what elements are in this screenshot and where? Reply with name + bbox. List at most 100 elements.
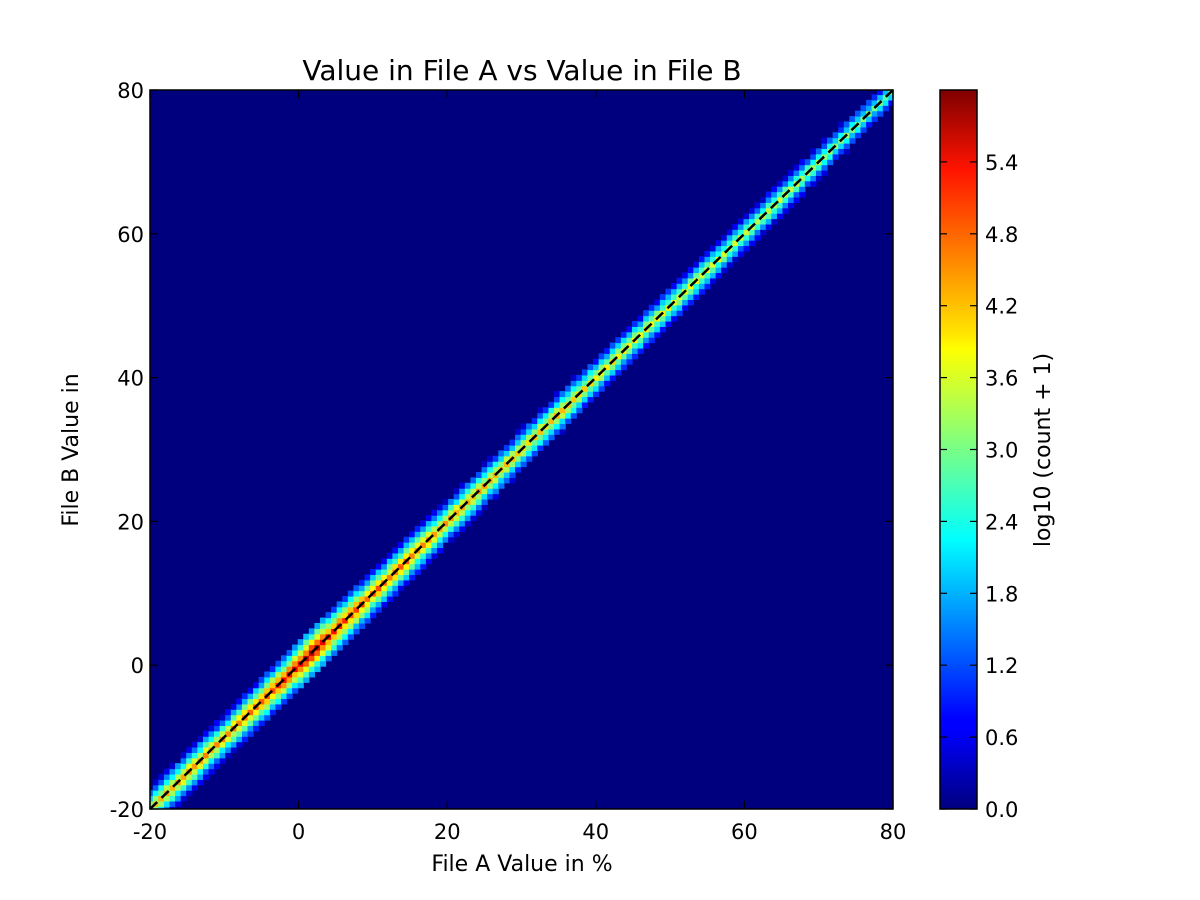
heatmap-cell (515, 428, 522, 435)
heatmap-cell (704, 256, 711, 263)
heatmap-cell (286, 655, 293, 662)
heatmap-cell (208, 757, 215, 764)
heatmap-cell (286, 687, 293, 694)
heatmap-cell (849, 137, 856, 144)
heatmap-cell (481, 488, 488, 495)
heatmap-cell (676, 277, 683, 284)
heatmap-cell (804, 175, 811, 182)
heatmap-cell (687, 267, 694, 274)
heatmap-cell (481, 493, 488, 500)
heatmap-cell (152, 779, 159, 786)
heatmap-cell (788, 180, 795, 187)
heatmap-cell (793, 169, 800, 176)
heatmap-cell (682, 299, 689, 306)
heatmap-cell (593, 369, 600, 376)
heatmap-cell (576, 401, 583, 408)
heatmap-cell (325, 628, 332, 635)
heatmap-cell (498, 482, 505, 489)
heatmap-cell (475, 493, 483, 500)
heatmap-cell (765, 213, 772, 220)
heatmap-cell (715, 267, 722, 274)
heatmap-cell (425, 547, 433, 554)
heatmap-cell (715, 261, 722, 268)
heatmap-cell (788, 186, 795, 193)
heatmap-cell (827, 137, 834, 144)
heatmap-cell (297, 649, 304, 656)
heatmap-cell (150, 795, 154, 802)
heatmap-cell (659, 294, 667, 301)
heatmap-cell (754, 218, 761, 225)
heatmap-cell (832, 132, 839, 139)
heatmap-cell (442, 498, 449, 505)
heatmap-cell (303, 676, 310, 683)
heatmap-cell (866, 116, 873, 123)
heatmap-cell (425, 531, 433, 538)
heatmap-cell (163, 768, 171, 775)
heatmap-cell (150, 800, 154, 807)
heatmap-cell (431, 536, 438, 543)
heatmap-cell (336, 601, 343, 608)
heatmap-cell (487, 488, 494, 495)
heatmap-cell (475, 482, 483, 489)
heatmap-cell (526, 434, 533, 441)
heatmap-cell (715, 250, 722, 257)
heatmap-cell (710, 277, 717, 284)
plot-frame (149, 89, 894, 810)
heatmap-cell (336, 617, 343, 624)
heatmap-cell (319, 644, 327, 651)
heatmap-cell (230, 741, 237, 748)
heatmap-cell (197, 746, 204, 753)
heatmap-cell (358, 622, 366, 629)
heatmap-cell (436, 531, 444, 538)
heatmap-cell (375, 606, 382, 613)
heatmap-cell (169, 763, 176, 770)
heatmap-cell (609, 364, 616, 371)
heatmap-cell (687, 277, 694, 284)
heatmap-cell (275, 698, 282, 705)
heatmap-cell (202, 736, 210, 743)
heatmap-cell (570, 385, 577, 392)
heatmap-cell (358, 596, 366, 602)
heatmap-cell (297, 644, 304, 651)
heatmap-cell (409, 542, 416, 549)
heatmap-cell (632, 326, 639, 333)
heatmap-cell (225, 741, 232, 748)
heatmap-cell (609, 342, 616, 349)
heatmap-cell (498, 461, 505, 468)
heatmap-cell (381, 574, 388, 581)
heatmap-cell (565, 407, 572, 414)
heatmap-cell (253, 698, 260, 705)
heatmap-cell (548, 434, 555, 441)
heatmap-cell (637, 337, 644, 344)
heatmap-cell (230, 746, 237, 753)
heatmap-cell (598, 353, 605, 360)
heatmap-cell (838, 148, 845, 155)
heatmap-cell (615, 342, 622, 349)
heatmap-cell (821, 137, 828, 144)
heatmap-cell (308, 660, 315, 667)
heatmap-cell (364, 579, 371, 586)
heatmap-cell (687, 294, 694, 301)
heatmap-cell (503, 466, 511, 473)
heatmap-cell (849, 121, 856, 128)
heatmap-cell (554, 396, 561, 403)
heatmap-cell (743, 234, 750, 241)
heatmap-cell (152, 806, 159, 809)
heatmap-cell (163, 800, 171, 807)
heatmap-cell (403, 547, 410, 554)
heatmap-cell (509, 471, 516, 478)
heatmap-cell (503, 471, 511, 478)
heatmap-cell (431, 552, 438, 559)
heatmap-cell (593, 385, 600, 392)
heatmap-cell (815, 169, 823, 176)
heatmap-cell (247, 725, 254, 732)
heatmap-cell (793, 191, 800, 198)
heatmap-cell (319, 628, 327, 635)
heatmap-cell (275, 676, 282, 683)
heatmap-cell (230, 709, 237, 716)
heatmap-cell (481, 498, 488, 505)
heatmap-cell (487, 455, 494, 462)
heatmap-cell (854, 110, 862, 117)
heatmap-cell (715, 240, 722, 247)
heatmap-cell (459, 515, 466, 522)
